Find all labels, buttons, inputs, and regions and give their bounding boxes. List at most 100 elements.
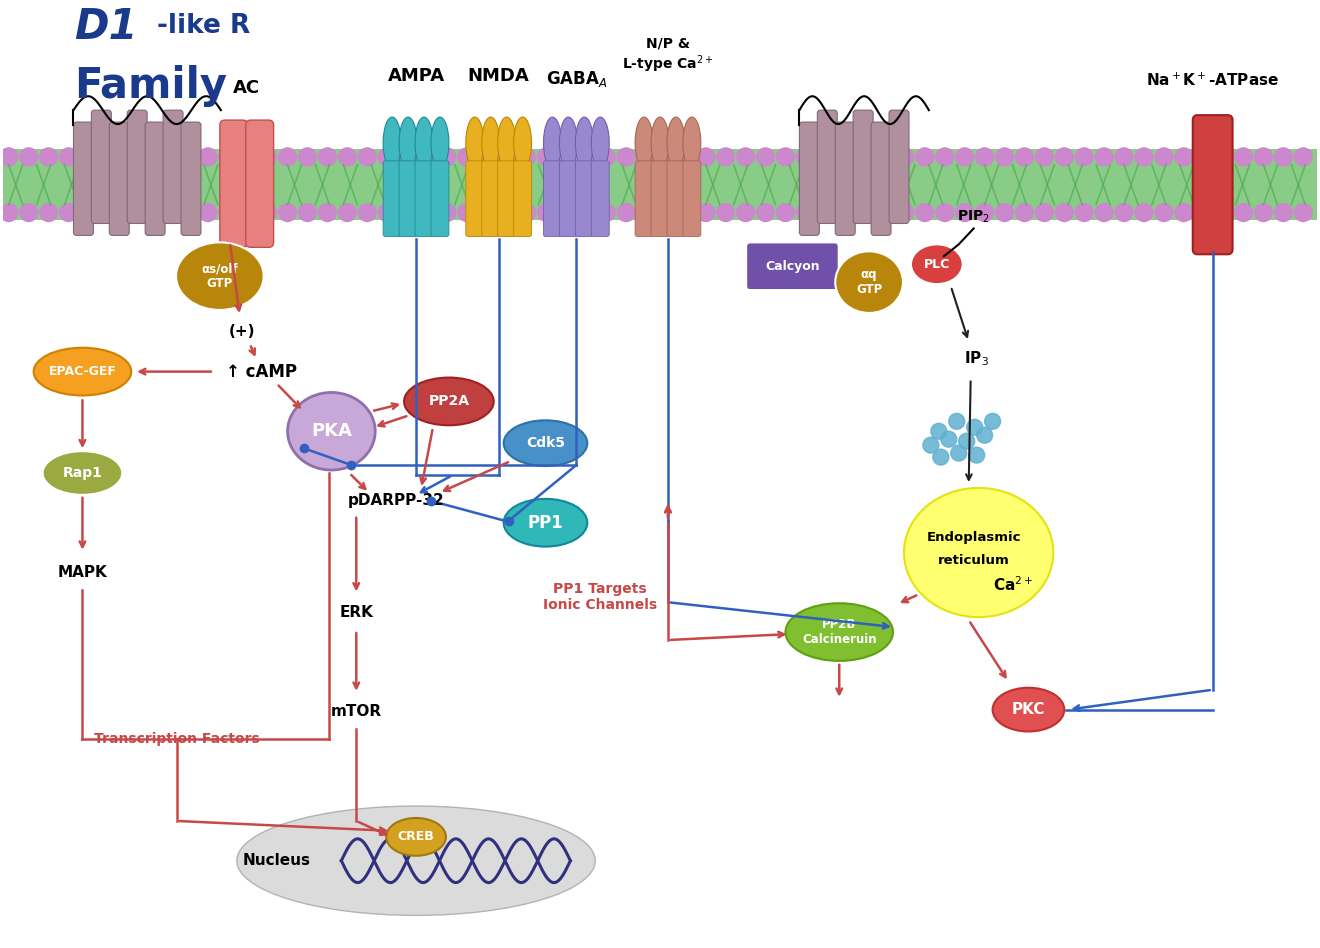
Circle shape [219,204,236,222]
Circle shape [837,148,854,166]
Circle shape [1254,204,1272,222]
Circle shape [677,204,694,222]
Ellipse shape [430,118,449,169]
Circle shape [139,204,157,222]
FancyBboxPatch shape [3,149,1317,221]
Circle shape [399,204,416,222]
Text: MAPK: MAPK [58,565,107,580]
Circle shape [478,148,496,166]
FancyBboxPatch shape [836,122,855,235]
Circle shape [657,148,675,166]
Circle shape [1214,204,1233,222]
Ellipse shape [236,806,595,916]
Text: PP2B
Calcineruin: PP2B Calcineruin [803,618,876,647]
Circle shape [358,204,376,222]
Circle shape [298,204,317,222]
Ellipse shape [33,348,131,395]
Ellipse shape [544,118,561,169]
Circle shape [458,148,475,166]
Circle shape [916,148,933,166]
Circle shape [379,148,396,166]
FancyBboxPatch shape [414,161,433,236]
Text: PP1: PP1 [528,514,564,532]
Text: Na$^+$K$^+$-ATPase: Na$^+$K$^+$-ATPase [1146,72,1279,89]
FancyBboxPatch shape [466,161,483,236]
Circle shape [977,428,993,443]
Circle shape [1254,148,1272,166]
Circle shape [438,204,455,222]
Circle shape [1055,204,1073,222]
Circle shape [816,148,834,166]
Circle shape [1135,204,1152,222]
Circle shape [995,204,1014,222]
Circle shape [618,148,635,166]
Text: pDARPP-32: pDARPP-32 [347,493,445,508]
Circle shape [557,204,576,222]
Ellipse shape [560,118,577,169]
Circle shape [119,148,137,166]
Circle shape [638,148,655,166]
FancyBboxPatch shape [651,161,669,236]
FancyBboxPatch shape [682,161,701,236]
Text: αs/olf
GTP: αs/olf GTP [202,263,238,290]
Circle shape [557,148,576,166]
Circle shape [119,204,137,222]
Circle shape [458,204,475,222]
Circle shape [1076,204,1093,222]
Circle shape [1234,148,1253,166]
Ellipse shape [42,451,123,495]
Circle shape [1155,148,1173,166]
Circle shape [618,204,635,222]
Circle shape [318,204,337,222]
Ellipse shape [466,118,483,169]
Ellipse shape [635,118,653,169]
Circle shape [379,204,396,222]
Circle shape [219,148,236,166]
Ellipse shape [383,118,401,169]
Circle shape [597,204,615,222]
Circle shape [338,148,356,166]
Text: Family: Family [74,65,227,107]
Circle shape [697,148,714,166]
Text: PP1 Targets
Ionic Channels: PP1 Targets Ionic Channels [544,582,657,612]
FancyBboxPatch shape [145,122,165,235]
Ellipse shape [504,420,587,466]
Text: αq
GTP: αq GTP [855,268,882,296]
Circle shape [20,148,38,166]
Circle shape [737,148,755,166]
FancyBboxPatch shape [383,161,401,236]
Circle shape [717,148,735,166]
Circle shape [1096,148,1113,166]
Circle shape [896,148,913,166]
Circle shape [936,148,954,166]
Circle shape [160,148,177,166]
Circle shape [966,419,982,435]
Circle shape [697,204,714,222]
Ellipse shape [387,818,446,856]
Circle shape [40,148,58,166]
Circle shape [1175,148,1193,166]
Circle shape [418,204,436,222]
Ellipse shape [498,118,516,169]
Circle shape [517,204,536,222]
Text: D1: D1 [74,6,139,47]
FancyBboxPatch shape [890,110,909,224]
FancyBboxPatch shape [399,161,417,236]
Circle shape [577,204,595,222]
Circle shape [1274,148,1292,166]
Circle shape [933,449,949,465]
Circle shape [876,148,894,166]
Ellipse shape [591,118,610,169]
FancyBboxPatch shape [164,110,183,224]
Circle shape [259,148,277,166]
Circle shape [975,204,994,222]
Text: AMPA: AMPA [388,67,445,85]
Ellipse shape [836,251,903,313]
Circle shape [969,447,985,463]
Ellipse shape [904,488,1053,617]
FancyBboxPatch shape [246,120,273,247]
Text: PKC: PKC [1011,702,1045,717]
Circle shape [358,148,376,166]
FancyBboxPatch shape [513,161,532,236]
Circle shape [857,204,874,222]
